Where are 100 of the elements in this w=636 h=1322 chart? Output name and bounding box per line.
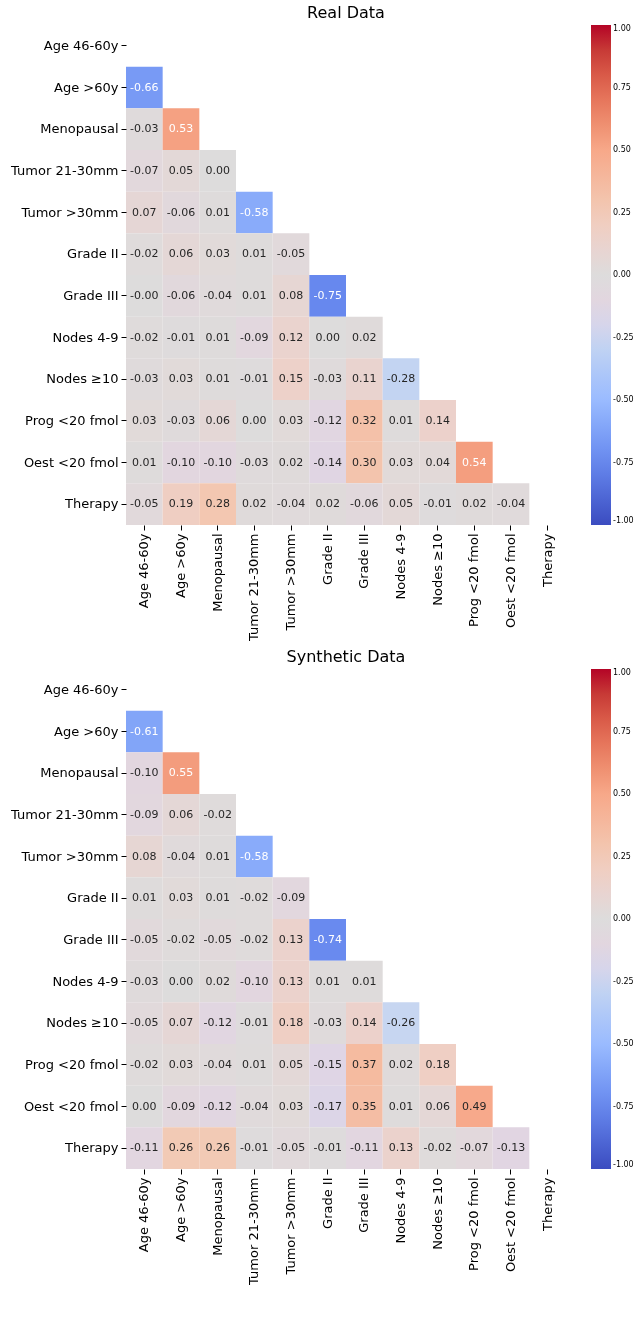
- data-label: -0.04: [203, 288, 232, 302]
- data-label: -0.04: [276, 497, 306, 511]
- y-tick-label: Age 46-60y: [43, 681, 119, 697]
- data-label: -0.02: [423, 1141, 452, 1155]
- y-tick-label: Tumor >30mm: [20, 848, 119, 864]
- y-tick-label: Menopausal: [40, 765, 119, 781]
- color-bar-label: -0.25: [613, 332, 634, 342]
- data-label: 0.01: [242, 288, 267, 302]
- data-label: 0.00: [168, 974, 194, 988]
- data-label: -0.06: [350, 497, 379, 511]
- data-label: 0.06: [425, 1099, 450, 1113]
- color-bar-label: -0.50: [613, 1039, 634, 1048]
- data-label: -0.61: [130, 724, 159, 738]
- data-label: 0.01: [205, 330, 230, 344]
- data-label: -0.02: [203, 807, 232, 821]
- y-tick-label: Nodes 4-9: [52, 329, 119, 345]
- data-label: 0.05: [168, 163, 194, 177]
- data-label: 0.13: [278, 974, 304, 988]
- data-label: -0.03: [166, 413, 196, 427]
- data-label: 0.53: [168, 122, 194, 136]
- data-label: 0.02: [462, 497, 487, 511]
- y-tick-label: Age >60y: [54, 723, 119, 739]
- data-label: -0.74: [313, 932, 342, 946]
- data-label: -0.75: [313, 288, 342, 302]
- y-tick-label: Grade II: [67, 246, 119, 262]
- x-tick-label: Oest <20 fmol: [503, 533, 518, 629]
- data-label: 0.03: [132, 413, 157, 427]
- data-label: -0.09: [166, 1099, 196, 1113]
- data-label: -0.13: [496, 1141, 526, 1155]
- color-bar-label: 0.50: [613, 789, 631, 798]
- data-label: 0.11: [352, 372, 377, 386]
- color-bar-label: 1.00: [613, 24, 631, 33]
- data-label: -0.10: [166, 455, 196, 469]
- x-tick-label: Tumor >30mm: [283, 533, 298, 632]
- x-tick-label: Prog <20 fmol: [466, 1177, 482, 1271]
- y-tick-label: Nodes 4-9: [52, 973, 119, 989]
- data-label: 0.02: [205, 974, 230, 988]
- data-label: 0.30: [352, 455, 377, 469]
- data-label: -0.04: [240, 1099, 269, 1113]
- data-label: 0.26: [168, 1141, 194, 1155]
- data-label: -0.07: [130, 163, 159, 177]
- data-label: 0.04: [425, 455, 450, 469]
- y-tick-label: Oest <20 fmol: [23, 1098, 119, 1114]
- data-label: 0.19: [168, 497, 194, 511]
- data-label: -0.10: [240, 974, 269, 988]
- color-bar-label: -0.75: [613, 1101, 634, 1111]
- data-label: 0.02: [242, 497, 267, 511]
- data-label: 0.02: [278, 455, 304, 469]
- x-tick-label: Nodes ≥10: [429, 1177, 445, 1250]
- x-tick-label: Therapy: [539, 533, 555, 588]
- color-bar-label: 0.25: [613, 207, 631, 217]
- data-label: -0.03: [313, 1016, 342, 1030]
- y-tick-label: Prog <20 fmol: [25, 1056, 119, 1072]
- data-label: 0.07: [132, 205, 157, 219]
- data-label: -0.58: [240, 205, 269, 219]
- y-tick-label: Prog <20 fmol: [25, 412, 119, 428]
- data-label: -0.03: [130, 122, 159, 136]
- data-label: -0.03: [240, 455, 269, 469]
- data-label: 0.03: [168, 891, 194, 905]
- data-label: 0.01: [132, 455, 157, 469]
- data-label: 0.01: [388, 1099, 414, 1113]
- data-label: -0.00: [130, 288, 159, 302]
- data-label: -0.04: [496, 497, 526, 511]
- data-label: 0.06: [168, 247, 194, 261]
- data-label: -0.28: [386, 372, 416, 386]
- data-label: -0.01: [423, 497, 452, 511]
- data-label: 0.03: [168, 1057, 194, 1071]
- data-label: 0.12: [278, 330, 304, 344]
- data-label: -0.12: [313, 413, 342, 427]
- data-label: -0.03: [313, 372, 342, 386]
- data-label: -0.01: [313, 1141, 342, 1155]
- chart-title: Synthetic Data: [286, 647, 406, 666]
- data-label: 0.26: [205, 1141, 230, 1155]
- data-label: -0.02: [166, 932, 196, 946]
- data-label: -0.05: [276, 1141, 306, 1155]
- data-label: 0.05: [388, 497, 414, 511]
- data-label: -0.66: [130, 80, 159, 94]
- data-label: 0.02: [315, 497, 340, 511]
- data-label: 0.54: [462, 455, 487, 469]
- color-bar-label: 1.00: [613, 668, 631, 677]
- data-label: 0.01: [205, 205, 230, 219]
- x-tick-label: Menopausal: [209, 1177, 225, 1256]
- x-tick-label: Grade III: [356, 533, 372, 589]
- data-label: -0.05: [203, 932, 232, 946]
- data-label: 0.14: [352, 1016, 377, 1030]
- y-tick-label: Grade III: [63, 287, 119, 303]
- data-label: 0.49: [462, 1099, 487, 1113]
- x-tick-label: Nodes 4-9: [393, 1177, 408, 1244]
- color-bar-label: -0.25: [613, 976, 634, 986]
- data-label: 0.01: [352, 974, 377, 988]
- y-tick-label: Tumor 21-30mm: [10, 806, 119, 822]
- x-tick-label: Grade III: [356, 1177, 372, 1233]
- data-label: -0.01: [240, 1016, 269, 1030]
- data-label: 0.35: [352, 1099, 377, 1113]
- data-label: 0.03: [168, 372, 194, 386]
- y-tick-label: Tumor >30mm: [20, 204, 119, 220]
- data-label: -0.02: [240, 891, 269, 905]
- data-label: -0.09: [240, 330, 269, 344]
- y-tick-label: Tumor 21-30mm: [10, 162, 119, 178]
- data-label: -0.02: [130, 247, 159, 261]
